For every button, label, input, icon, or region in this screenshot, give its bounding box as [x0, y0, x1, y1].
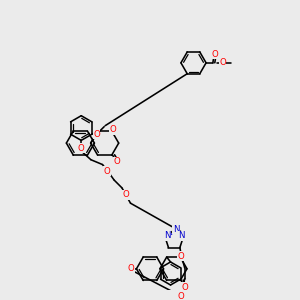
Text: O: O	[212, 50, 218, 58]
Text: O: O	[93, 130, 100, 139]
Text: O: O	[78, 144, 85, 153]
Text: O: O	[178, 252, 184, 261]
Text: O: O	[109, 125, 116, 134]
Text: O: O	[104, 167, 111, 176]
Text: N: N	[164, 231, 170, 240]
Text: O: O	[127, 264, 134, 273]
Text: O: O	[219, 58, 226, 67]
Text: O: O	[177, 292, 184, 300]
Text: O: O	[182, 283, 188, 292]
Text: O: O	[122, 190, 129, 199]
Text: N: N	[178, 231, 185, 240]
Text: N: N	[173, 225, 179, 234]
Text: O: O	[113, 158, 120, 166]
